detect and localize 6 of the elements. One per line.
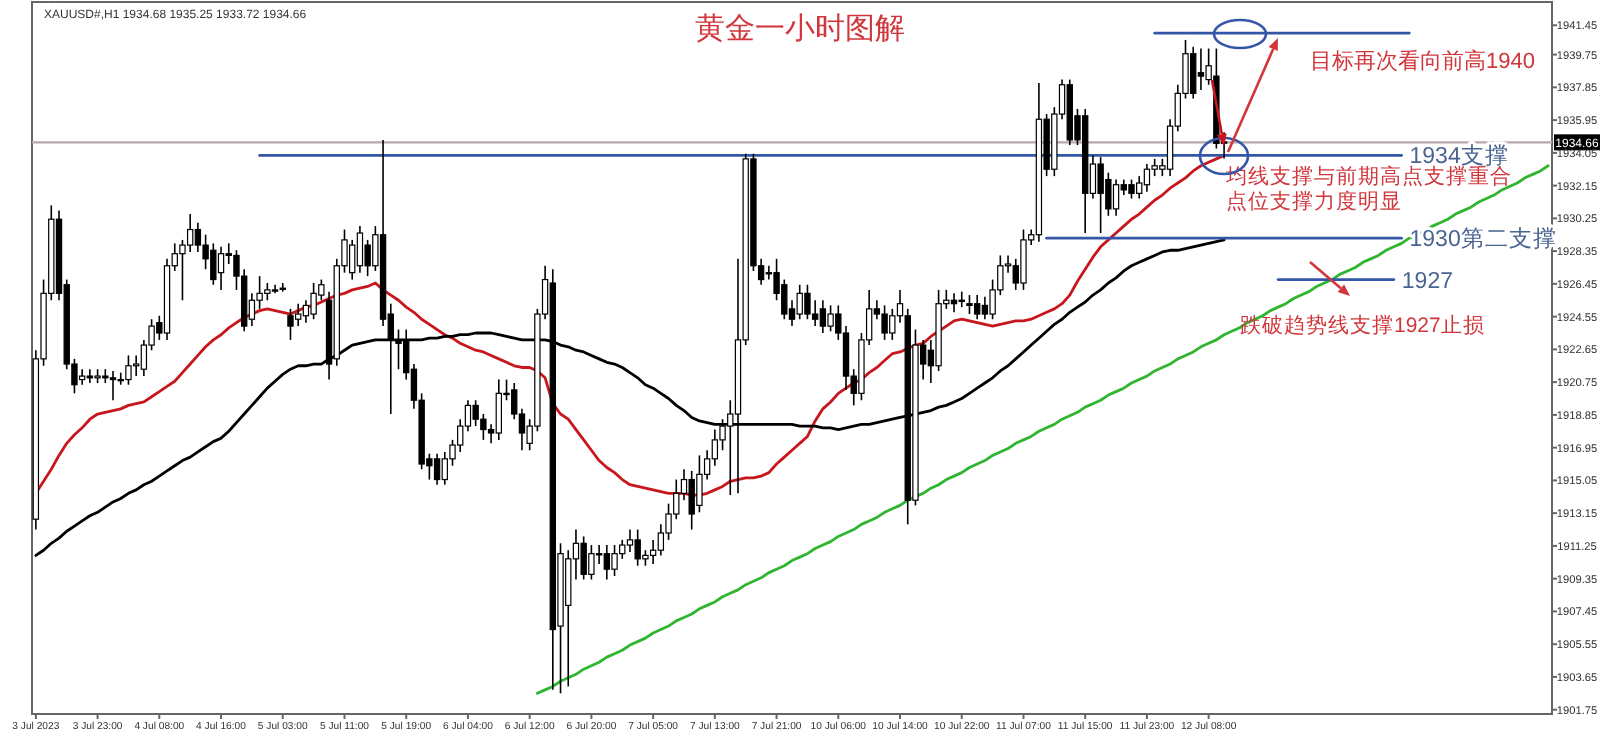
annotation: 目标再次看向前高1940 [1310, 48, 1535, 74]
chart-title: 黄金一小时图解 [695, 12, 905, 46]
annotation: 点位支撑力度明显 [1226, 188, 1402, 214]
series-label: 1927 [1401, 269, 1454, 294]
annotation: 跌破趋势线支撑1927止损 [1240, 312, 1485, 338]
line-series [34, 238, 1226, 557]
